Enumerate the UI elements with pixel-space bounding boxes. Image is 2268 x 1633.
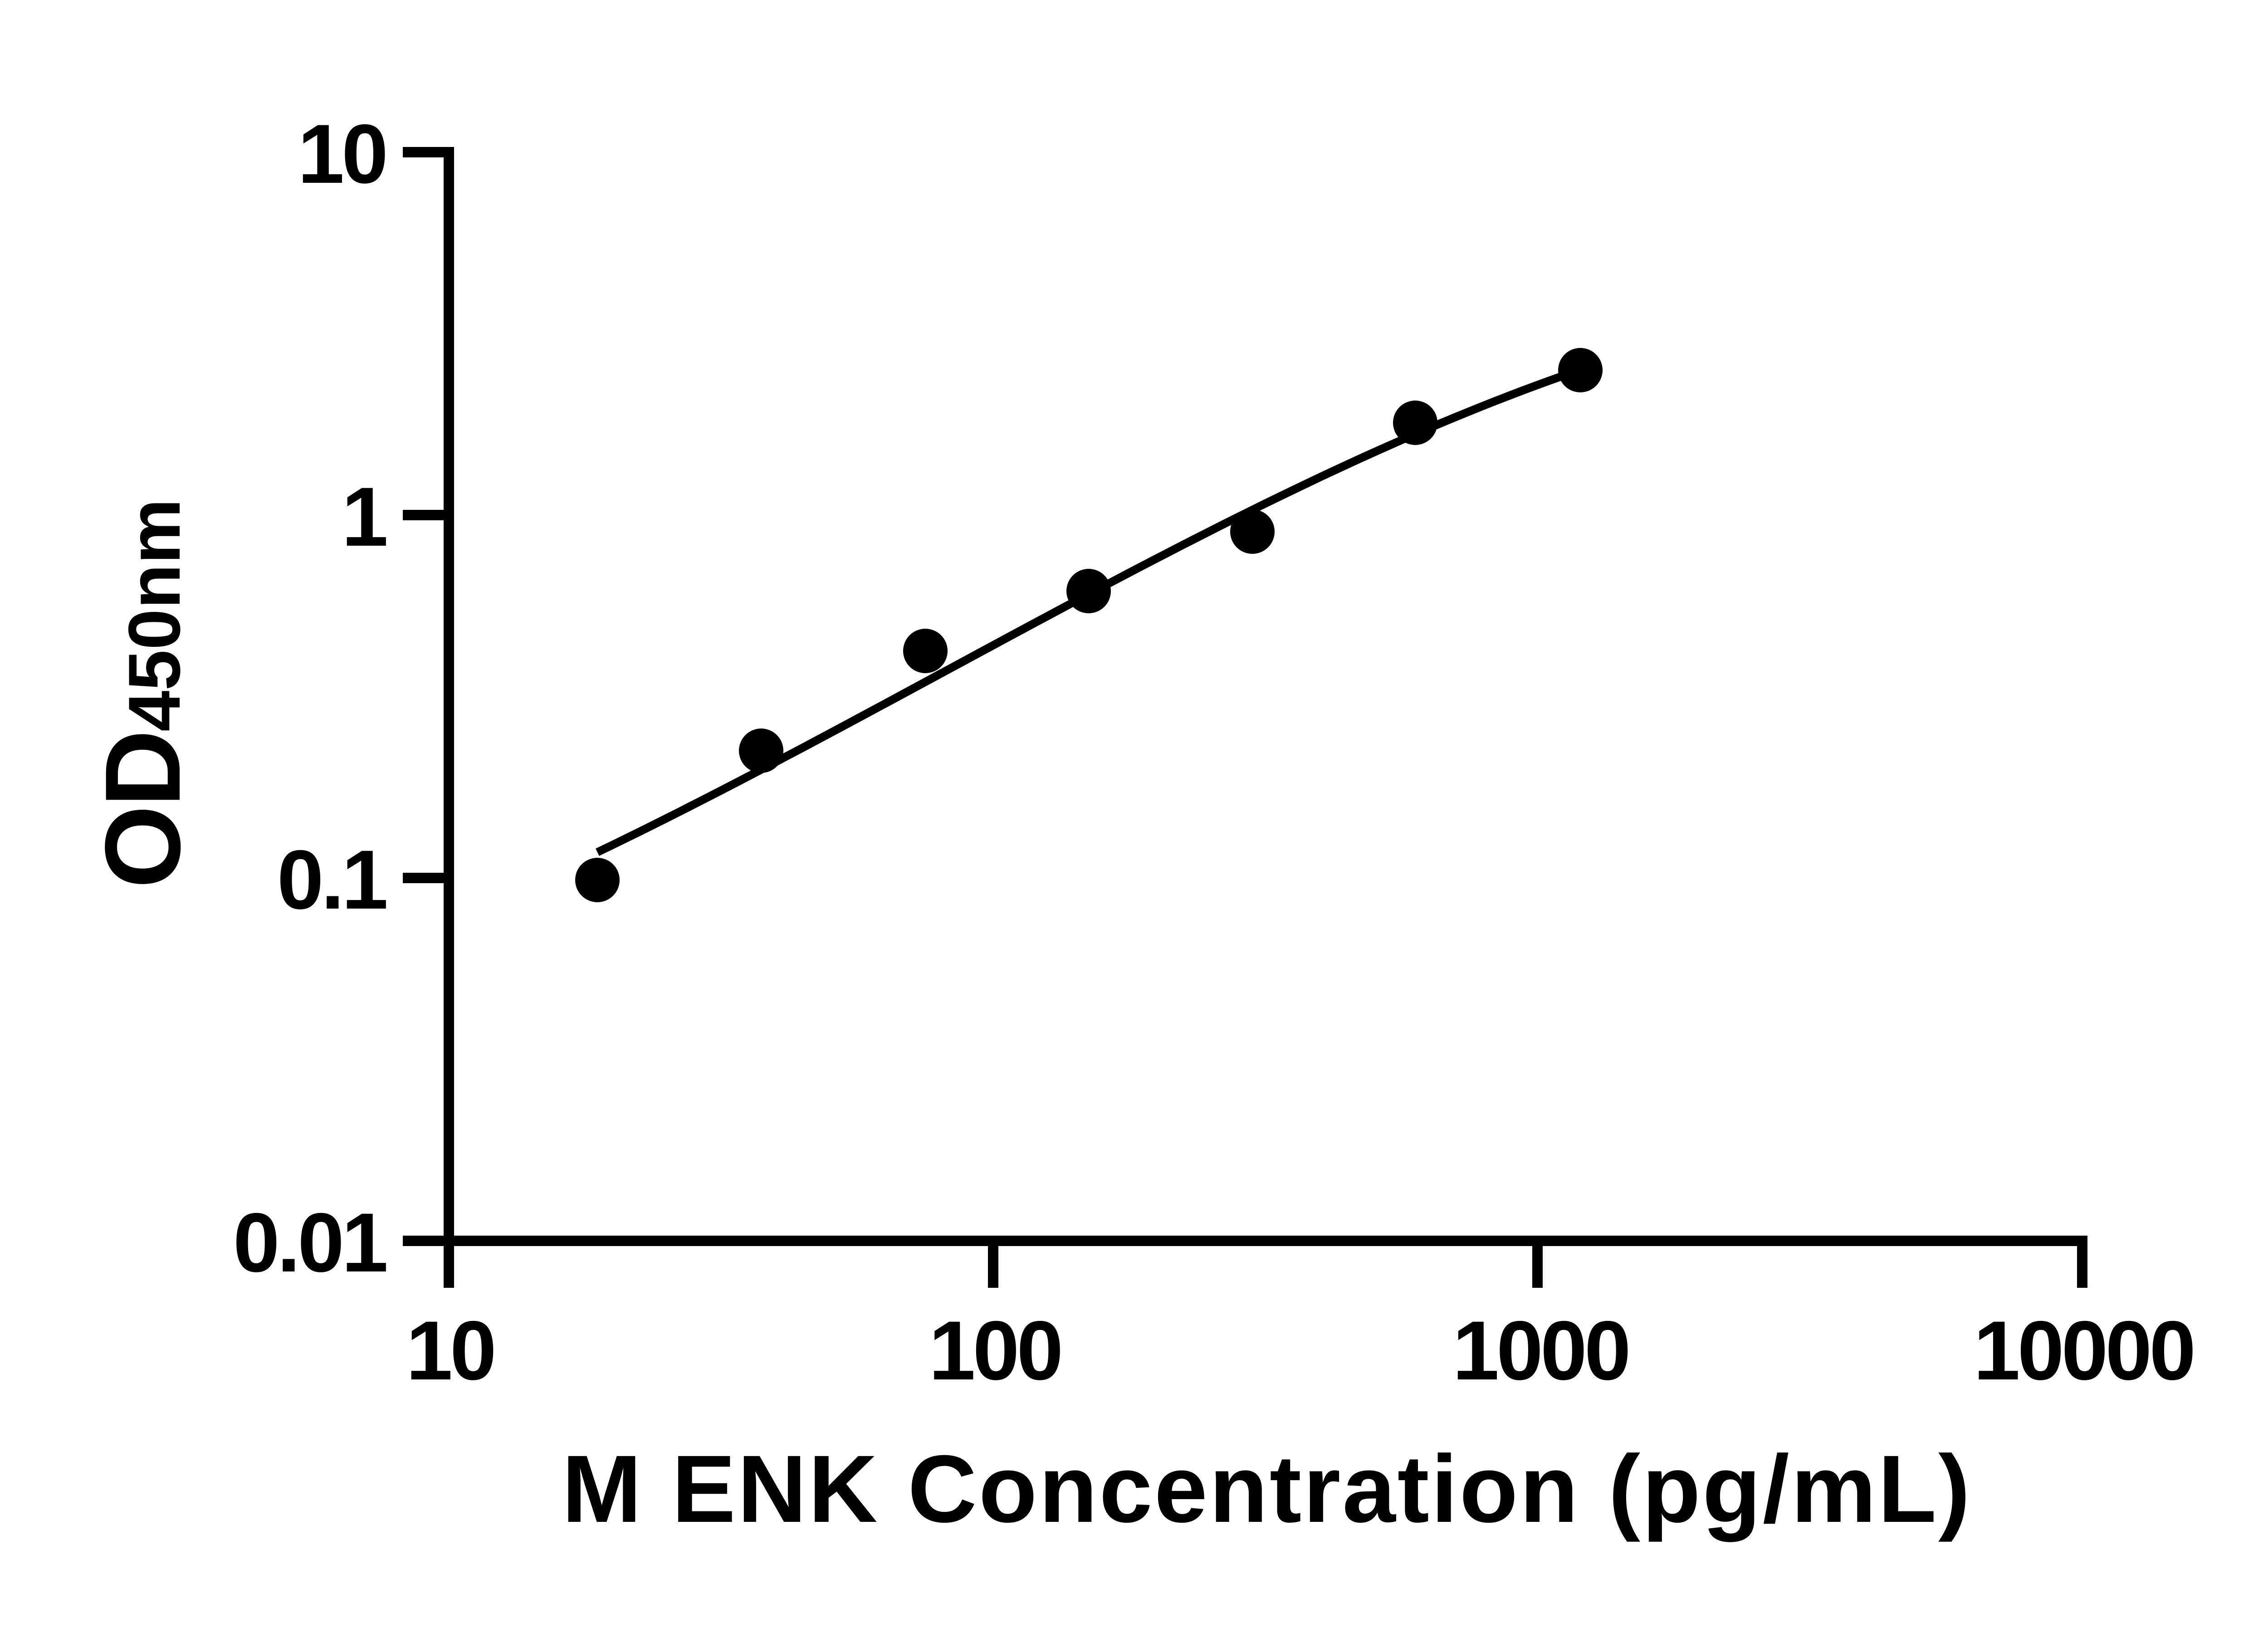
svg-text:10000: 10000: [1974, 1304, 2193, 1398]
svg-text:M ENK Concentration (pg/mL): M ENK Concentration (pg/mL): [562, 1435, 1972, 1542]
svg-text:OD450nm: OD450nm: [83, 499, 203, 888]
svg-text:0.1: 0.1: [277, 833, 386, 927]
svg-text:10: 10: [406, 1304, 494, 1398]
svg-text:0.01: 0.01: [233, 1196, 386, 1290]
svg-text:1: 1: [342, 470, 386, 564]
svg-text:1000: 1000: [1452, 1304, 1628, 1398]
svg-text:10: 10: [298, 108, 386, 201]
svg-text:100: 100: [929, 1304, 1061, 1398]
